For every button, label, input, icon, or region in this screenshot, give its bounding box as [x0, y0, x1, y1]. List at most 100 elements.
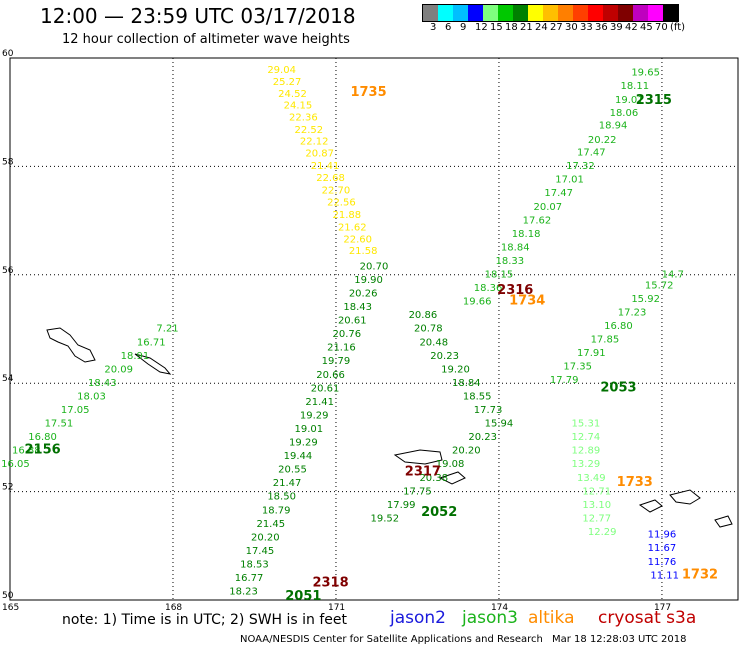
swh-value: 18.55	[463, 391, 492, 402]
track-time-label: 1735	[350, 85, 386, 100]
scale-label: 3	[430, 22, 437, 33]
swh-value: 21.41	[311, 161, 340, 172]
track-time-label: 2318	[312, 575, 348, 590]
lon-label: 168	[165, 603, 182, 613]
scale-label: 45	[640, 22, 653, 33]
track-time-label: 1734	[509, 294, 545, 309]
scale-label: 42	[625, 22, 638, 33]
swh-value: 17.47	[577, 148, 606, 159]
swh-value: 17.62	[523, 215, 552, 226]
swh-value: 19.44	[284, 451, 313, 462]
swh-value: 17.35	[563, 362, 592, 373]
scale-label: 27	[550, 22, 563, 33]
swh-value: 20.22	[588, 135, 617, 146]
swh-value: 12.29	[588, 527, 617, 538]
scale-swatch	[423, 5, 438, 21]
swh-value: 21.41	[305, 397, 334, 408]
color-scale	[422, 4, 679, 22]
swh-value: 12.71	[582, 486, 611, 497]
swh-value: 22.12	[300, 137, 329, 148]
swh-value: 11.96	[648, 530, 677, 541]
swh-value: 22.68	[316, 173, 345, 184]
scale-label: 39	[610, 22, 623, 33]
lat-label: 52	[2, 483, 13, 493]
legend-cryosat: cryosat s3a	[598, 608, 697, 628]
lat-label: 56	[2, 266, 14, 276]
swh-value: 20.23	[468, 432, 497, 443]
lon-label: 171	[328, 603, 345, 613]
swh-value: 19.08	[436, 459, 465, 470]
scale-label: 70	[655, 22, 668, 33]
scale-swatch	[573, 5, 588, 21]
swh-value: 18.94	[599, 120, 628, 131]
swh-value: 29.04	[267, 65, 296, 76]
swh-value: 20.61	[338, 316, 367, 327]
swh-value: 20.76	[333, 329, 362, 340]
island-shape	[638, 499, 663, 513]
swh-value: 21.16	[327, 343, 356, 354]
legend-jason3: jason3	[462, 608, 518, 628]
scale-label: 12	[475, 22, 488, 33]
lat-label: 54	[2, 374, 14, 384]
swh-value: 22.60	[343, 234, 372, 245]
swh-value: 20.20	[251, 532, 280, 543]
swh-value: 18.36	[474, 283, 503, 294]
swh-value: 20.86	[409, 310, 438, 321]
swh-value: 16.71	[137, 337, 166, 348]
legend-jason2: jason2	[390, 608, 446, 628]
swh-value: 15.92	[631, 294, 660, 305]
island-shape	[669, 489, 701, 505]
swh-value: 12.77	[582, 513, 611, 524]
swh-value: 18.11	[620, 81, 649, 92]
swh-value: 22.36	[289, 112, 318, 123]
swh-value: 20.66	[316, 370, 345, 381]
swh-value: 20.38	[419, 473, 448, 484]
track-time-label: 1732	[682, 567, 718, 582]
island-shape	[134, 353, 172, 375]
swh-value: 18.91	[121, 351, 150, 362]
page-subtitle: 12 hour collection of altimeter wave hei…	[62, 32, 350, 47]
swh-value: 17.79	[550, 375, 579, 386]
swh-value: 21.88	[333, 210, 362, 221]
lat-label: 50	[2, 591, 14, 601]
swh-value: 25.27	[273, 77, 302, 88]
swh-value: 16.88	[12, 446, 41, 457]
swh-value: 24.15	[284, 100, 313, 111]
swh-value: 15.72	[645, 280, 674, 291]
lat-label: 60	[2, 49, 14, 59]
scale-label: 36	[595, 22, 608, 33]
swh-value: 17.01	[555, 175, 584, 186]
scale-swatch	[543, 5, 558, 21]
swh-value: 18.50	[267, 492, 296, 503]
swh-value: 19.90	[354, 275, 383, 286]
swh-value: 20.20	[452, 446, 481, 457]
track-time-label: 2156	[25, 443, 61, 458]
swh-value: 18.79	[262, 505, 291, 516]
footer-timestamp: Mar 18 12:28:03 UTC 2018	[552, 634, 687, 645]
scale-label: 6	[445, 22, 452, 33]
track-time-label: 2317	[405, 464, 441, 479]
swh-value: 17.85	[591, 335, 620, 346]
track-time-label: 2053	[600, 380, 636, 395]
swh-value: 15.31	[572, 419, 601, 430]
scale-swatch	[528, 5, 543, 21]
swh-value: 18.15	[485, 270, 514, 281]
swh-value: 18.84	[452, 378, 481, 389]
island-shape	[393, 449, 443, 465]
swh-value: 19.79	[322, 356, 351, 367]
scale-swatch	[663, 5, 678, 21]
swh-value: 22.56	[327, 197, 356, 208]
swh-value: 20.61	[311, 383, 340, 394]
scale-swatch	[468, 5, 483, 21]
lon-label: 174	[491, 603, 508, 613]
swh-value: 13.10	[582, 500, 611, 511]
swh-value: 19.66	[463, 297, 492, 308]
scale-label: 9	[460, 22, 467, 33]
scale-swatch	[513, 5, 528, 21]
track-time-label: 2315	[636, 93, 672, 108]
swh-value: 17.45	[246, 546, 275, 557]
swh-value: 19.29	[300, 410, 329, 421]
scale-swatch	[498, 5, 513, 21]
swh-value: 19.29	[289, 438, 318, 449]
